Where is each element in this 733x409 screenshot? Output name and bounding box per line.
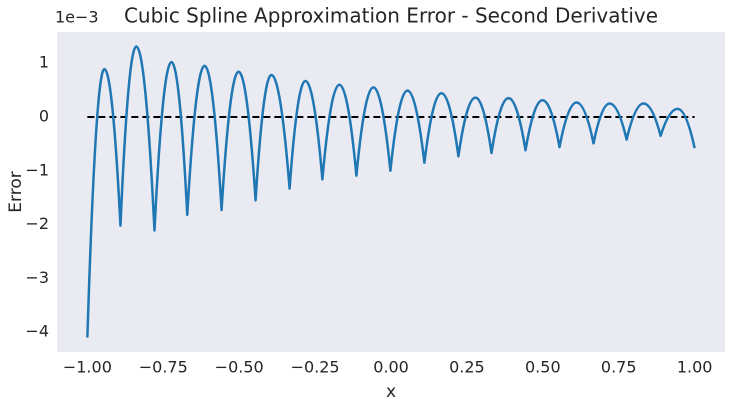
- x-tick-label: −1.00: [63, 358, 112, 377]
- y-offset-text: 1e−3: [55, 8, 99, 27]
- data-line: [86, 45, 696, 338]
- x-tick-label: 0.25: [449, 358, 485, 377]
- x-tick-label: −0.50: [215, 358, 264, 377]
- plot-area: [57, 32, 725, 352]
- x-tick-label: 0.00: [373, 358, 409, 377]
- chart-title: Cubic Spline Approximation Error - Secon…: [124, 4, 658, 28]
- x-tick-label: 1.00: [677, 358, 713, 377]
- y-tick-label: −1: [25, 160, 49, 179]
- y-tick-label: 1: [39, 53, 49, 72]
- x-tick-label: −0.75: [139, 358, 188, 377]
- x-tick-label: −0.25: [291, 358, 340, 377]
- y-tick-label: 0: [39, 106, 49, 125]
- x-tick-label: 0.50: [525, 358, 561, 377]
- y-tick-label: −3: [25, 268, 49, 287]
- x-tick-label: 0.75: [601, 358, 637, 377]
- y-tick-label: −4: [25, 322, 49, 341]
- x-axis-label: x: [386, 382, 396, 402]
- y-tick-label: −2: [25, 214, 49, 233]
- y-axis-label: Error: [6, 171, 26, 212]
